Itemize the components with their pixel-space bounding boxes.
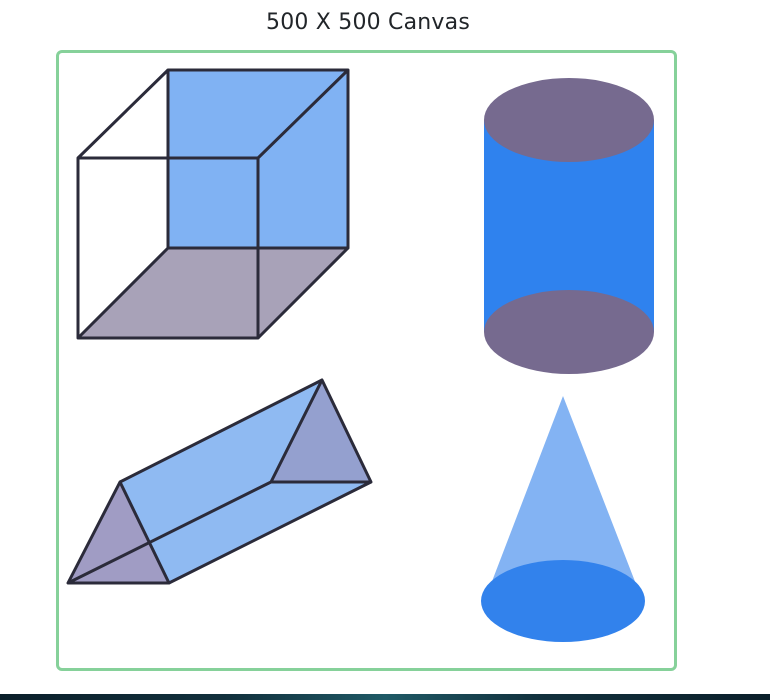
bottom-edge-strip bbox=[0, 694, 770, 700]
cylinder-shape bbox=[484, 78, 654, 374]
cylinder-top-cap bbox=[484, 78, 654, 162]
cone-shape bbox=[481, 396, 645, 642]
cube-edges bbox=[76, 68, 350, 340]
prism-edges bbox=[66, 378, 373, 585]
cone-body bbox=[486, 396, 641, 597]
prism-far-end bbox=[271, 380, 371, 482]
canvas-drawing bbox=[66, 68, 654, 642]
page-title: 500 X 500 Canvas bbox=[266, 10, 470, 35]
cylinder-bottom-cap bbox=[484, 290, 654, 374]
prism-shape bbox=[66, 378, 373, 585]
cube-shape bbox=[76, 68, 350, 340]
drawing-canvas[interactable] bbox=[56, 50, 677, 671]
cone-base bbox=[481, 560, 645, 642]
cube-bottom-face bbox=[78, 248, 348, 338]
prism-near-end bbox=[68, 482, 169, 583]
